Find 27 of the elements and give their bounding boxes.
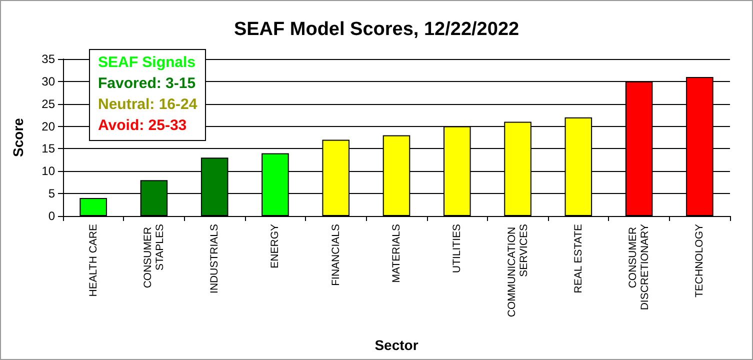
- x-tick-label: UTILITIES: [451, 224, 464, 274]
- x-tick-label: MATERIALS: [390, 224, 402, 283]
- y-tick-label: 15: [42, 142, 56, 156]
- y-tick-label: 5: [48, 186, 56, 201]
- x-axis-title: Sector: [374, 337, 419, 353]
- x-tick-label: CONSUMER DISCRETIONARY: [627, 224, 652, 310]
- annotation: Avoid: 25-33: [98, 116, 188, 136]
- y-tick-label: 20: [42, 119, 56, 134]
- x-tick-label: ENERGY: [269, 224, 282, 268]
- x-tick-label: REAL ESTATE: [572, 224, 584, 294]
- annotation: SEAF Signals: [98, 53, 197, 73]
- x-tick-label: TECHNOLOGY: [694, 224, 706, 298]
- chart-title: SEAF Model Scores, 12/22/2022: [234, 19, 520, 40]
- annotation: Favored: 3-15: [98, 74, 197, 94]
- y-axis-title: Score: [10, 118, 26, 157]
- y-tick-label: 25: [42, 96, 56, 111]
- y-tick-label: 10: [42, 164, 56, 178]
- x-tick-label: COMMUNICATION SERVICES: [506, 224, 530, 318]
- bar: [80, 198, 107, 216]
- x-tick-label: HEALTH CARE: [87, 224, 100, 297]
- annotation: Neutral: 16-24: [98, 95, 198, 115]
- x-tick-label: CONSUMER STAPLES: [142, 224, 166, 288]
- y-tick-label: 35: [42, 52, 56, 66]
- y-tick-label: 0: [48, 209, 56, 223]
- x-tick-label: FINANCIALS: [330, 224, 342, 286]
- x-tick-label: INDUSTRIALS: [208, 224, 221, 294]
- y-tick-label: 30: [42, 74, 56, 88]
